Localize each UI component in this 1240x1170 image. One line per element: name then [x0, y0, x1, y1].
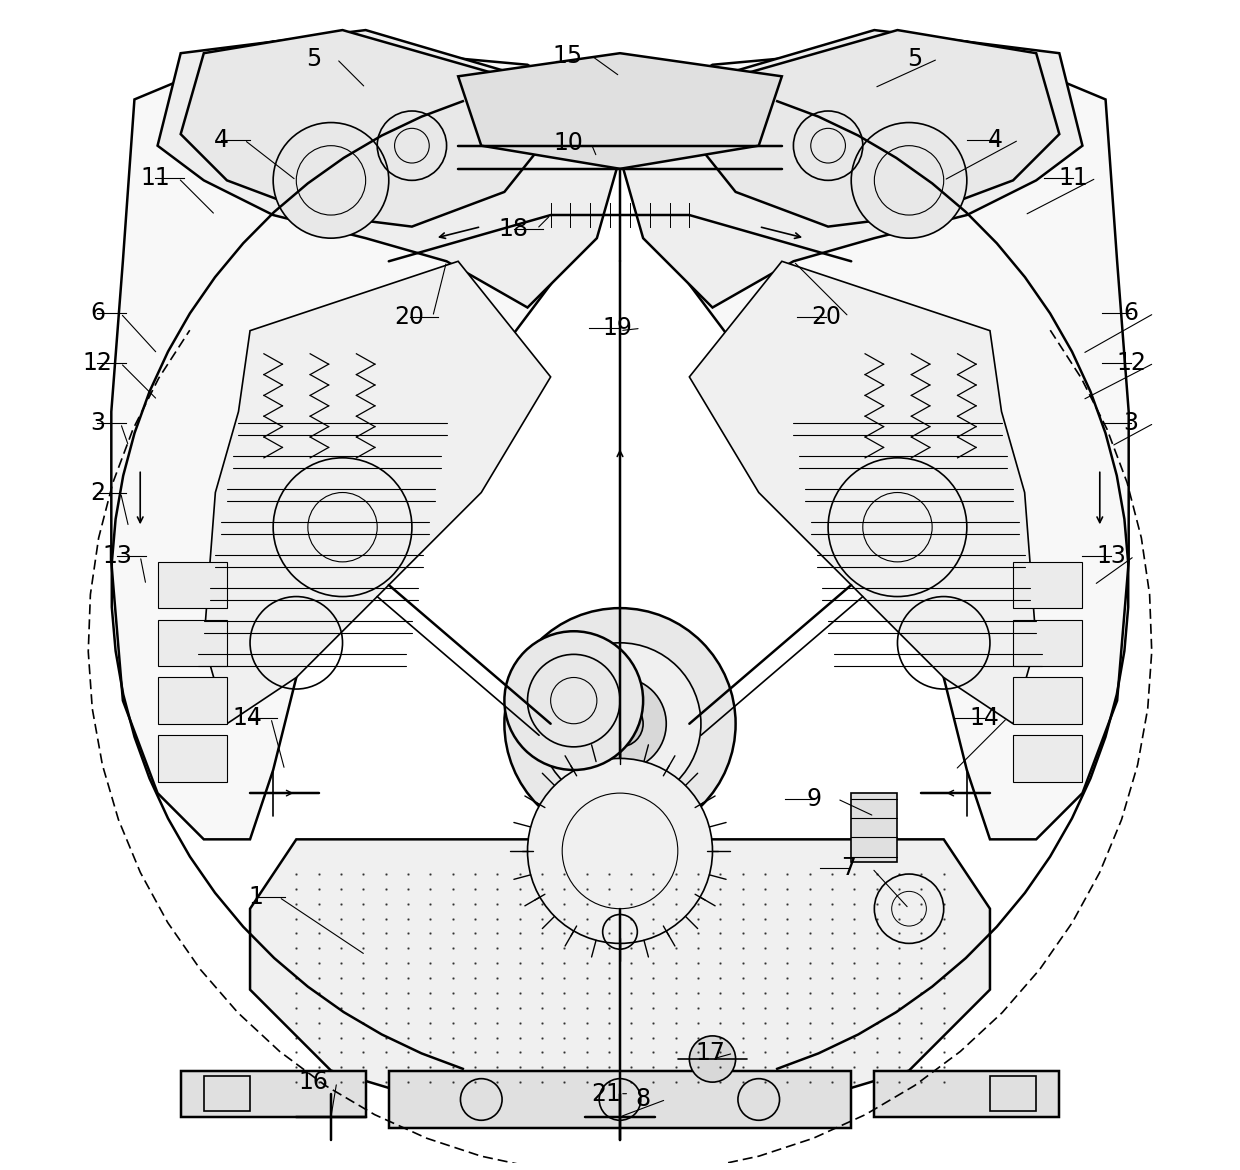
Circle shape	[505, 608, 735, 839]
Text: 4: 4	[988, 128, 1003, 152]
Text: 5: 5	[908, 47, 923, 71]
Polygon shape	[1013, 562, 1083, 608]
Circle shape	[527, 758, 713, 943]
Text: 9: 9	[807, 787, 822, 811]
Polygon shape	[250, 839, 990, 1117]
Text: 2: 2	[91, 481, 105, 504]
Circle shape	[574, 677, 666, 770]
Text: 5: 5	[306, 47, 321, 71]
Text: 17: 17	[696, 1041, 725, 1065]
Polygon shape	[1013, 620, 1083, 666]
Text: 12: 12	[83, 351, 113, 376]
Polygon shape	[157, 30, 620, 308]
Polygon shape	[389, 1071, 851, 1128]
Text: 6: 6	[1123, 302, 1138, 325]
Text: 3: 3	[1123, 411, 1138, 435]
Polygon shape	[157, 677, 227, 724]
Text: 20: 20	[394, 304, 424, 329]
Text: 14: 14	[970, 706, 999, 730]
Text: 3: 3	[91, 411, 105, 435]
Text: 15: 15	[553, 43, 583, 68]
Polygon shape	[851, 793, 898, 862]
Text: 21: 21	[591, 1082, 621, 1106]
Text: 18: 18	[498, 216, 528, 241]
Text: 14: 14	[233, 706, 263, 730]
Polygon shape	[620, 30, 1083, 308]
Text: 10: 10	[553, 131, 583, 156]
Circle shape	[851, 123, 967, 239]
Polygon shape	[157, 735, 227, 782]
Polygon shape	[157, 562, 227, 608]
Polygon shape	[458, 53, 782, 168]
Circle shape	[273, 123, 389, 239]
Polygon shape	[112, 42, 620, 839]
Text: 7: 7	[842, 856, 857, 880]
Polygon shape	[157, 620, 227, 666]
Polygon shape	[1013, 677, 1083, 724]
Text: 8: 8	[636, 1087, 651, 1112]
Polygon shape	[181, 30, 551, 227]
Circle shape	[689, 1035, 735, 1082]
Text: 13: 13	[1096, 544, 1126, 569]
Polygon shape	[1013, 735, 1083, 782]
Polygon shape	[689, 261, 1037, 724]
Polygon shape	[874, 1071, 1059, 1117]
Text: 11: 11	[1058, 166, 1087, 190]
Text: 12: 12	[1116, 351, 1146, 376]
Text: 6: 6	[91, 302, 105, 325]
Polygon shape	[620, 42, 1128, 839]
Polygon shape	[203, 261, 551, 724]
Text: 20: 20	[811, 304, 841, 329]
Text: 16: 16	[299, 1071, 329, 1094]
Circle shape	[539, 642, 701, 805]
Text: 4: 4	[213, 128, 228, 152]
Polygon shape	[689, 30, 1059, 227]
Text: 11: 11	[140, 166, 170, 190]
Circle shape	[596, 701, 644, 746]
Text: 13: 13	[102, 544, 131, 569]
Polygon shape	[181, 1071, 366, 1117]
Text: 1: 1	[248, 886, 263, 909]
Circle shape	[505, 632, 644, 770]
Text: 19: 19	[603, 316, 632, 340]
